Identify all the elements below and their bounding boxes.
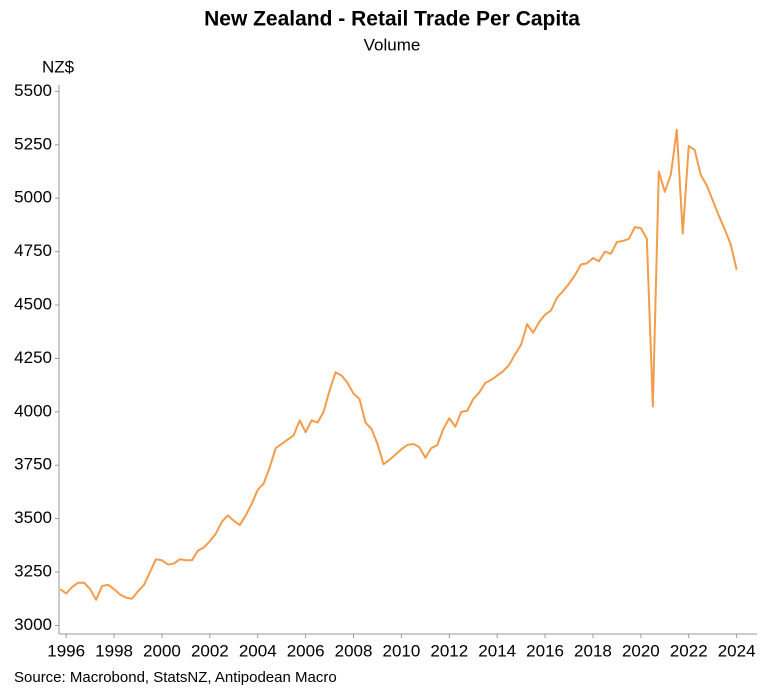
x-tick-label: 2004 [239, 641, 277, 660]
data-line [59, 128, 738, 601]
x-tick-label: 2022 [670, 641, 708, 660]
y-axis-label: NZ$ [42, 57, 75, 76]
y-tick-label: 4250 [14, 348, 52, 367]
x-tick-label: 2014 [478, 641, 516, 660]
x-tick-label: 2024 [718, 641, 756, 660]
x-tick-label: 2008 [335, 641, 373, 660]
y-tick-label: 5500 [14, 81, 52, 100]
y-tick-label: 3250 [14, 562, 52, 581]
x-tick-label: 1998 [95, 641, 133, 660]
chart-title: New Zealand - Retail Trade Per Capita [204, 8, 580, 31]
x-tick-label: 2012 [430, 641, 468, 660]
y-tick-label: 4750 [14, 241, 52, 260]
x-tick-label: 2000 [143, 641, 181, 660]
y-tick-label: 4500 [14, 295, 52, 314]
x-tick-label: 2018 [574, 641, 612, 660]
x-tick-label: 1996 [47, 641, 85, 660]
y-tick-label: 3500 [14, 508, 52, 527]
y-tick-label: 3750 [14, 455, 52, 474]
chart-subtitle: Volume [364, 35, 421, 54]
y-tick-label: 4000 [14, 401, 52, 420]
y-tick-label: 5250 [14, 134, 52, 153]
x-tick-label: 2020 [622, 641, 660, 660]
x-tick-label: 2002 [191, 641, 229, 660]
y-tick-label: 5000 [14, 188, 52, 207]
x-tick-label: 2010 [383, 641, 421, 660]
x-tick-label: 2016 [526, 641, 564, 660]
source-note: Source: Macrobond, StatsNZ, Antipodean M… [14, 669, 337, 686]
x-tick-label: 2006 [287, 641, 325, 660]
y-tick-label: 3000 [14, 615, 52, 634]
